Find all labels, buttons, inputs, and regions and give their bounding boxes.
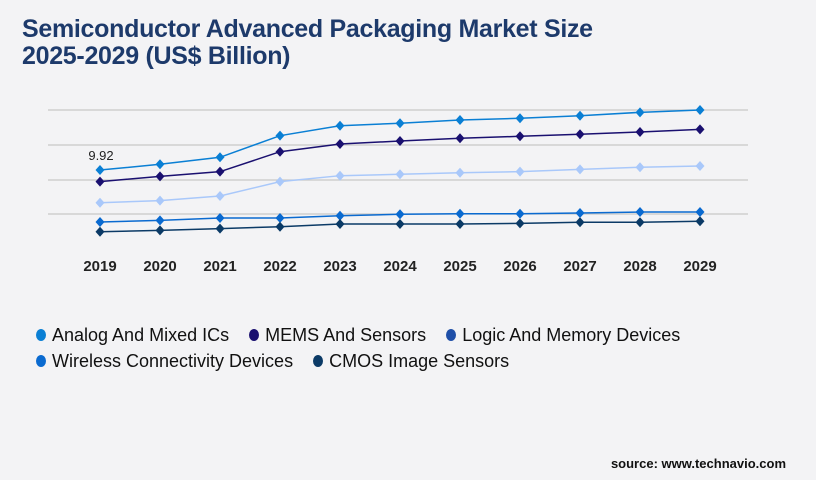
- x-tick-label: 2023: [323, 258, 356, 275]
- data-point: [575, 208, 585, 219]
- legend-label: Analog And Mixed ICs: [52, 324, 230, 345]
- x-tick-label: 2019: [83, 258, 116, 275]
- data-point: [395, 136, 405, 147]
- data-point: [635, 162, 645, 173]
- legend-label: Logic And Memory Devices: [462, 324, 681, 345]
- data-point: [575, 164, 585, 175]
- data-point: [695, 104, 705, 115]
- data-point: [215, 212, 225, 223]
- legend-row: Analog And Mixed ICs MEMS And Sensors Logi…: [36, 322, 756, 348]
- x-tick-label: 2022: [263, 258, 296, 275]
- data-point: [335, 120, 345, 131]
- data-point: [215, 152, 225, 163]
- data-point: [275, 212, 285, 223]
- data-point: [275, 176, 285, 187]
- data-point: [155, 171, 165, 182]
- data-point: [335, 139, 345, 150]
- data-label: 9.92: [88, 148, 113, 163]
- data-point: [695, 161, 705, 172]
- data-point: [515, 166, 525, 177]
- legend: Analog And Mixed ICs MEMS And Sensors Logi…: [36, 322, 756, 374]
- data-point: [515, 131, 525, 142]
- data-point: [155, 159, 165, 170]
- legend-marker-icon: [249, 329, 260, 341]
- legend-item: Analog And Mixed ICs: [36, 325, 229, 346]
- data-point: [575, 217, 585, 228]
- legend-marker-icon: [313, 355, 324, 367]
- data-point: [215, 190, 225, 201]
- x-tick-label: 2025: [443, 258, 476, 275]
- data-point: [635, 217, 645, 228]
- legend-item: MEMS And Sensors: [249, 325, 426, 346]
- data-point: [635, 126, 645, 137]
- x-tick-label: 2026: [503, 258, 536, 275]
- data-point: [455, 219, 465, 230]
- x-tick-label: 2020: [143, 258, 176, 275]
- title-line-1: Semiconductor Advanced Packaging Market …: [22, 15, 593, 43]
- data-point: [95, 165, 105, 176]
- data-point: [395, 118, 405, 129]
- data-point: [95, 226, 105, 237]
- data-point: [155, 225, 165, 236]
- data-point: [575, 129, 585, 140]
- data-point: [635, 207, 645, 218]
- data-point: [275, 221, 285, 232]
- data-point: [695, 124, 705, 135]
- legend-marker-icon: [36, 329, 46, 341]
- x-tick-label: 2024: [383, 258, 417, 275]
- data-point: [95, 176, 105, 187]
- data-point: [155, 195, 165, 206]
- legend-row: Wireless Connectivity Devices CMOS Image …: [36, 348, 756, 374]
- legend-marker-icon: [36, 355, 46, 367]
- data-point: [695, 216, 705, 227]
- legend-label: MEMS And Sensors: [265, 324, 427, 345]
- data-point: [395, 209, 405, 220]
- data-point: [215, 166, 225, 177]
- data-point: [575, 110, 585, 121]
- data-point: [515, 113, 525, 124]
- legend-marker-icon: [446, 329, 457, 341]
- legend-item: Wireless Connectivity Devices: [36, 351, 293, 372]
- data-point: [515, 208, 525, 219]
- x-tick-label: 2029: [683, 258, 716, 275]
- line-chart: 2019 2020 2021 2022 2023 2024 2025 2026 2027 2028…: [48, 104, 748, 275]
- x-tick-label: 2027: [563, 258, 596, 275]
- data-point: [455, 208, 465, 219]
- legend-label: CMOS Image Sensors: [329, 350, 510, 371]
- legend-item: Logic And Memory Devices: [446, 325, 680, 346]
- data-point: [515, 218, 525, 229]
- data-point: [95, 197, 105, 208]
- data-point: [695, 207, 705, 218]
- data-point: [335, 170, 345, 181]
- data-point: [335, 210, 345, 221]
- data-point: [215, 223, 225, 234]
- data-point: [395, 219, 405, 230]
- source-text: source: www.technavio.com: [610, 456, 786, 471]
- data-point: [275, 130, 285, 141]
- data-point: [335, 219, 345, 230]
- data-point: [155, 215, 165, 226]
- x-tick-label: 2021: [203, 258, 236, 275]
- data-point: [395, 169, 405, 180]
- data-point: [455, 167, 465, 178]
- legend-item: CMOS Image Sensors: [313, 351, 509, 372]
- data-point: [635, 107, 645, 118]
- data-point: [275, 146, 285, 157]
- title-line-2: 2025-2029 (US$ Billion): [22, 42, 291, 70]
- legend-label: Wireless Connectivity Devices: [52, 350, 294, 371]
- data-point: [455, 133, 465, 144]
- x-tick-label: 2028: [623, 258, 656, 275]
- data-point: [95, 216, 105, 227]
- chart-title: Semiconductor Advanced Packaging Market …: [22, 16, 593, 70]
- data-point: [455, 115, 465, 126]
